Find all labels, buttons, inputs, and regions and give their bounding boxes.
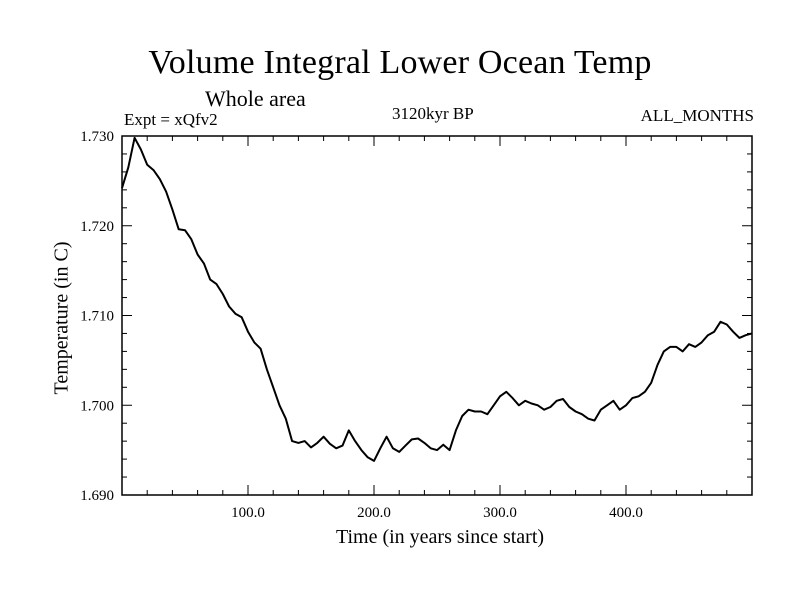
y-tick-label: 1.730 bbox=[80, 129, 114, 145]
x-tick-label: 100.0 bbox=[231, 505, 265, 521]
x-axis-ticks: 100.0 200.0 300.0 400.0 bbox=[231, 136, 643, 521]
x-axis-label: Time (in years since start) bbox=[335, 526, 545, 548]
x-tick-label: 200.0 bbox=[357, 505, 391, 521]
months-label: ALL_MONTHS bbox=[640, 106, 754, 125]
experiment-label: Expt = xQfv2 bbox=[124, 110, 218, 129]
y-axis-label: Temperature (in C) bbox=[50, 241, 73, 395]
period-label: 3120kyr BP bbox=[392, 104, 474, 123]
chart-subtitle: Whole area bbox=[205, 86, 306, 111]
y-tick-label: 1.690 bbox=[80, 488, 114, 504]
minor-ticks bbox=[122, 136, 752, 495]
x-tick-label: 400.0 bbox=[609, 505, 643, 521]
y-tick-label: 1.720 bbox=[80, 219, 114, 235]
x-tick-label: 300.0 bbox=[483, 505, 517, 521]
series-line bbox=[121, 136, 753, 462]
y-axis-ticks: 1.690 1.700 1.710 1.720 1.730 bbox=[80, 129, 752, 504]
series-layer bbox=[121, 136, 753, 462]
plot-frame bbox=[121, 135, 753, 496]
plot-area bbox=[121, 135, 753, 496]
chart-title: Volume Integral Lower Ocean Temp bbox=[148, 44, 652, 81]
y-tick-label: 1.700 bbox=[80, 398, 114, 414]
y-tick-label: 1.710 bbox=[80, 309, 114, 325]
